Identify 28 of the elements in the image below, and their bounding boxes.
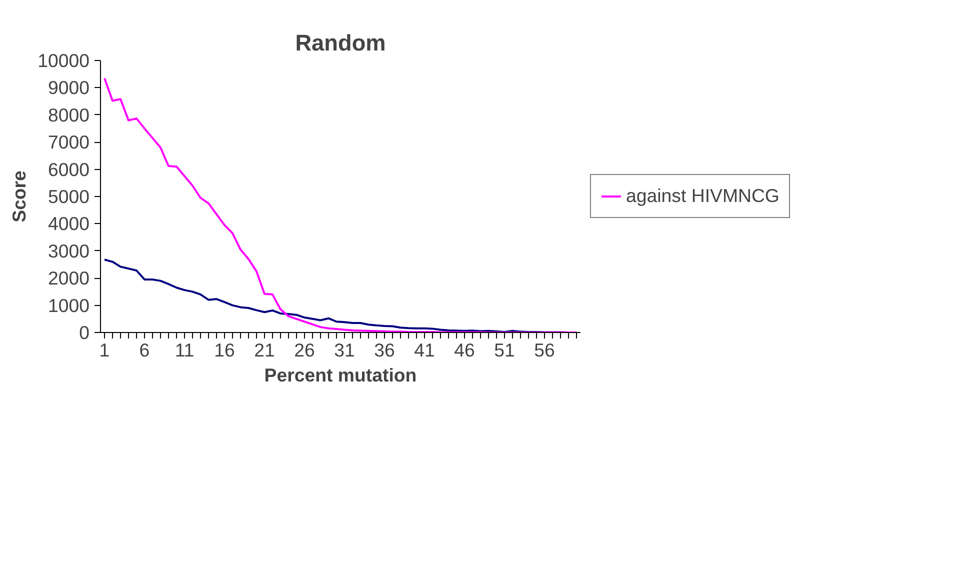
x-tick-label: 21 [254,340,275,360]
y-tick-label: 4000 [48,213,90,234]
x-tick-label: 6 [139,340,150,360]
x-tick-label: 16 [214,340,235,360]
y-tick-label: 1000 [48,294,90,316]
x-tick-label: 1 [99,340,110,360]
chart-title: Random [295,30,386,56]
x-tick-label: 26 [294,340,315,360]
y-tick-label: 2000 [48,268,90,289]
x-tick-label: 41 [414,340,435,360]
y-tick-label: 7000 [48,132,90,153]
line-series [104,77,578,332]
x-tick-label: 36 [374,340,395,360]
y-tick-label: 8000 [48,104,90,126]
y-tick-label: 3000 [48,240,90,262]
x-tick-label: 56 [534,340,555,360]
y-tick-label: 0 [79,322,90,343]
y-tick-label: 10000 [38,50,90,71]
x-axis-title: Percent mutation [264,364,417,386]
y-axis-title: Score [8,170,30,222]
legend-label: against HIVMNCG [626,185,780,207]
y-tick-label: 5000 [48,186,90,207]
y-tick-label: 6000 [48,158,90,180]
x-tick-label: 31 [334,340,355,360]
x-tick-label: 11 [174,340,194,360]
x-tick-label: 46 [454,340,475,360]
y-tick-label: 9000 [48,77,90,98]
x-tick-label: 51 [494,340,515,360]
